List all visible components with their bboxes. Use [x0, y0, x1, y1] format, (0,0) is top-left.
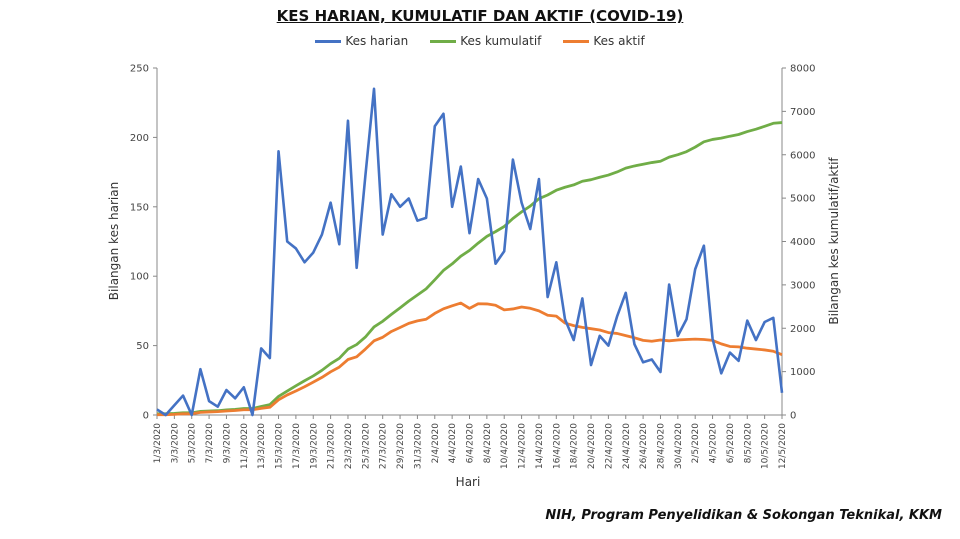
series-line-kes-kumulatif — [157, 121, 783, 416]
legend-swatch-kes-harian — [315, 39, 342, 43]
y-tick-label-right: 0 — [790, 411, 796, 422]
x-tick-label: 3/3/2020 — [170, 423, 180, 464]
legend-item-kes-kumulatif: Kes kumulatif — [430, 34, 541, 48]
y-tick-label-left: 100 — [130, 272, 149, 283]
x-tick-label: 10/5/2020 — [761, 423, 771, 469]
x-tick-label: 28/4/2020 — [656, 423, 666, 469]
y-tick-label-left: 50 — [136, 341, 149, 352]
legend-swatch-kes-aktif — [563, 39, 590, 43]
y-tick-label-left: 250 — [130, 64, 149, 75]
x-tick-label: 12/5/2020 — [778, 423, 788, 469]
legend-swatch-kes-kumulatif — [430, 39, 457, 43]
y-tick-label-right: 5000 — [790, 194, 815, 205]
x-tick-label: 10/4/2020 — [500, 423, 510, 469]
y-axis-title-left: Bilangan kes harian — [107, 182, 121, 300]
y-tick-label-left: 150 — [130, 202, 149, 213]
x-tick-label: 18/4/2020 — [570, 423, 580, 469]
series-points-kes-kumulatif — [156, 122, 783, 414]
x-tick-label: 30/4/2020 — [674, 423, 684, 469]
legend-label-kes-aktif: Kes aktif — [593, 34, 645, 48]
x-tick-label: 16/4/2020 — [552, 423, 562, 469]
y-tick-label-right: 1000 — [790, 367, 815, 378]
source-credit: NIH, Program Penyelidikan & Sokongan Tek… — [545, 508, 942, 523]
y-tick-label-right: 2000 — [790, 324, 815, 335]
x-tick-label: 7/3/2020 — [205, 423, 215, 464]
x-tick-label: 21/3/2020 — [327, 423, 337, 469]
x-tick-label: 23/3/2020 — [344, 423, 354, 469]
x-tick-label: 13/3/2020 — [257, 423, 267, 469]
y-tick-label-right: 6000 — [790, 150, 815, 161]
axes: 0 50 100 150 200 250 0 1000 2000 3000 4000 5000 6000… — [130, 64, 816, 470]
legend: Kes harian Kes kumulatif Kes aktif — [0, 34, 960, 48]
x-tick-label: 29/3/2020 — [396, 423, 406, 469]
y-tick-label-right: 4000 — [790, 237, 815, 248]
x-tick-label: 6/5/2020 — [726, 423, 736, 464]
y-tick-label-right: 7000 — [790, 107, 815, 118]
chart-title: KES HARIAN, KUMULATIF DAN AKTIF (COVID-1… — [276, 7, 684, 25]
series-points-kes-harian — [156, 88, 783, 416]
x-tick-label: 5/3/2020 — [188, 423, 198, 464]
y-tick-label-left: 200 — [130, 133, 149, 144]
x-tick-label: 27/3/2020 — [379, 423, 389, 469]
series-points-kes-aktif — [156, 303, 783, 415]
x-tick-label: 15/3/2020 — [275, 423, 285, 469]
legend-label-kes-kumulatif: Kes kumulatif — [460, 34, 542, 48]
x-tick-label: 12/4/2020 — [518, 423, 528, 469]
x-tick-label: 8/4/2020 — [483, 423, 493, 464]
y-tick-label-right: 8000 — [790, 64, 815, 75]
x-tick-label: 2/5/2020 — [691, 423, 701, 464]
y-tick-label-left: 0 — [143, 411, 149, 422]
series-line-kes-aktif — [157, 301, 783, 417]
legend-label-kes-harian: Kes harian — [345, 34, 409, 48]
x-tick-label: 24/4/2020 — [622, 423, 632, 469]
y-axis-title-right: Bilangan kes kumulatif/aktif — [827, 157, 841, 325]
x-tick-label: 20/4/2020 — [587, 423, 597, 469]
x-tick-label: 8/5/2020 — [743, 423, 753, 464]
x-tick-label: 6/4/2020 — [466, 423, 476, 464]
series-layer — [156, 87, 784, 417]
x-tick-label: 26/4/2020 — [639, 423, 649, 469]
x-tick-label: 1/3/2020 — [153, 423, 163, 464]
x-tick-label: 9/3/2020 — [222, 423, 232, 464]
x-tick-label: 14/4/2020 — [535, 423, 545, 469]
x-tick-label: 4/5/2020 — [709, 423, 719, 464]
x-tick-label: 17/3/2020 — [292, 423, 302, 469]
x-tick-label: 11/3/2020 — [240, 423, 250, 469]
x-tick-label: 31/3/2020 — [413, 423, 423, 469]
legend-item-kes-harian: Kes harian — [315, 34, 408, 48]
legend-item-kes-aktif: Kes aktif — [563, 34, 645, 48]
x-tick-label: 25/3/2020 — [361, 423, 371, 469]
x-tick-label: 22/4/2020 — [604, 423, 614, 469]
y-tick-label-right: 3000 — [790, 280, 815, 291]
x-axis-title: Hari — [456, 475, 481, 489]
x-tick-label: 4/4/2020 — [448, 423, 458, 464]
x-tick-label: 19/3/2020 — [309, 423, 319, 469]
x-tick-label: 2/4/2020 — [431, 423, 441, 464]
